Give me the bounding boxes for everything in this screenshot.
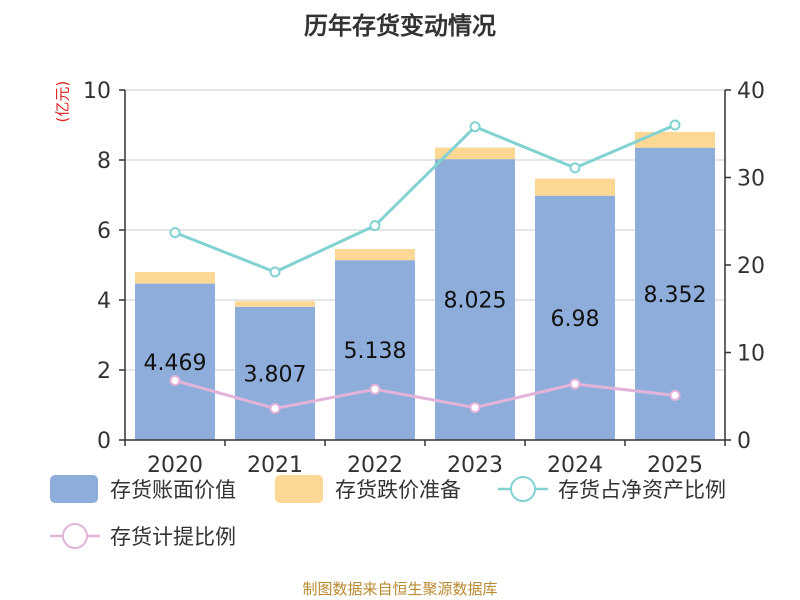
- bar-data-label: 8.025: [444, 289, 507, 314]
- y-right-tick-label: 10: [737, 342, 765, 367]
- y-left-tick-label: 6: [97, 219, 111, 244]
- bar-data-label: 8.352: [644, 283, 707, 308]
- y-left-tick-label: 4: [97, 289, 111, 314]
- axes: 0 2 4 6 8 10 0 10 20 30 40 2020 2021 2022 2023 2024 2025: [83, 79, 765, 478]
- y-left-tick-label: 8: [97, 149, 111, 174]
- data-labels: 4.469 3.807 5.138 8.025 6.98 8.352: [144, 283, 707, 388]
- bar-book-value: [135, 283, 215, 440]
- bar-impairment: [135, 272, 215, 284]
- provision-ratio-point: [269, 403, 281, 414]
- net-asset-ratio-point: [569, 162, 581, 174]
- x-tick-label: 2020: [147, 453, 203, 478]
- net-asset-ratio-point: [369, 220, 381, 232]
- net-asset-ratio-line: [174, 123, 676, 274]
- bar-book-value: [535, 195, 615, 440]
- provision-ratio-point: [569, 378, 581, 390]
- x-tick-label: 2023: [447, 453, 503, 478]
- bar-book-value: [335, 260, 415, 440]
- net-asset-ratio-point: [469, 121, 481, 133]
- y-right-tick-label: 0: [737, 429, 751, 454]
- gridlines: [125, 89, 725, 371]
- bar-series: [135, 131, 715, 440]
- legend-impairment-swatch: [275, 475, 323, 503]
- chart-title: 历年存货变动情况: [304, 12, 496, 40]
- x-tick-label: 2021: [247, 453, 303, 478]
- legend-net-asset-ratio-label: 存货占净资产比例: [558, 478, 726, 502]
- net-asset-ratio-point: [169, 227, 181, 239]
- net-asset-ratio-point: [269, 266, 281, 278]
- y-left-tick-label: 0: [97, 429, 111, 454]
- legend-provision-ratio-label: 存货计提比例: [110, 525, 236, 549]
- y-left-tick-label: 10: [83, 79, 111, 104]
- provision-ratio-line: [174, 379, 676, 411]
- net-asset-ratio-point: [669, 119, 681, 131]
- provision-ratio-point: [669, 389, 681, 401]
- legend-book-value-swatch: [50, 475, 98, 503]
- legend-book-value-label: 存货账面价值: [110, 478, 236, 502]
- legend-provision-ratio-swatch-marker: [62, 523, 88, 549]
- x-tick-label: 2022: [347, 453, 403, 478]
- y-right-tick-label: 30: [737, 167, 765, 192]
- source-note: 制图数据来自恒生聚源数据库: [302, 580, 498, 598]
- bar-data-label: 3.807: [244, 362, 307, 387]
- bar-book-value: [435, 159, 515, 440]
- bar-data-label: 6.98: [551, 307, 600, 332]
- x-tick-label: 2025: [647, 453, 703, 478]
- bar-impairment: [635, 131, 715, 148]
- legend-net-asset-ratio-swatch-marker: [510, 476, 536, 502]
- line-series: [169, 119, 681, 414]
- bar-impairment: [535, 178, 615, 196]
- bar-data-label: 4.469: [144, 351, 207, 376]
- y-left-tick-label: 2: [97, 359, 111, 384]
- bar-data-label: 5.138: [344, 339, 407, 364]
- bar-impairment: [235, 301, 315, 307]
- y-right-tick-label: 40: [737, 79, 765, 104]
- x-tick-label: 2024: [547, 453, 603, 478]
- provision-ratio-point: [369, 383, 381, 395]
- bar-impairment: [335, 248, 415, 261]
- provision-ratio-point: [169, 375, 181, 386]
- bar-impairment: [435, 147, 515, 160]
- bar-book-value: [235, 306, 315, 440]
- legend-impairment-label: 存货跌价准备: [335, 478, 461, 502]
- provision-ratio-point: [469, 402, 481, 414]
- y-right-tick-label: 20: [737, 254, 765, 279]
